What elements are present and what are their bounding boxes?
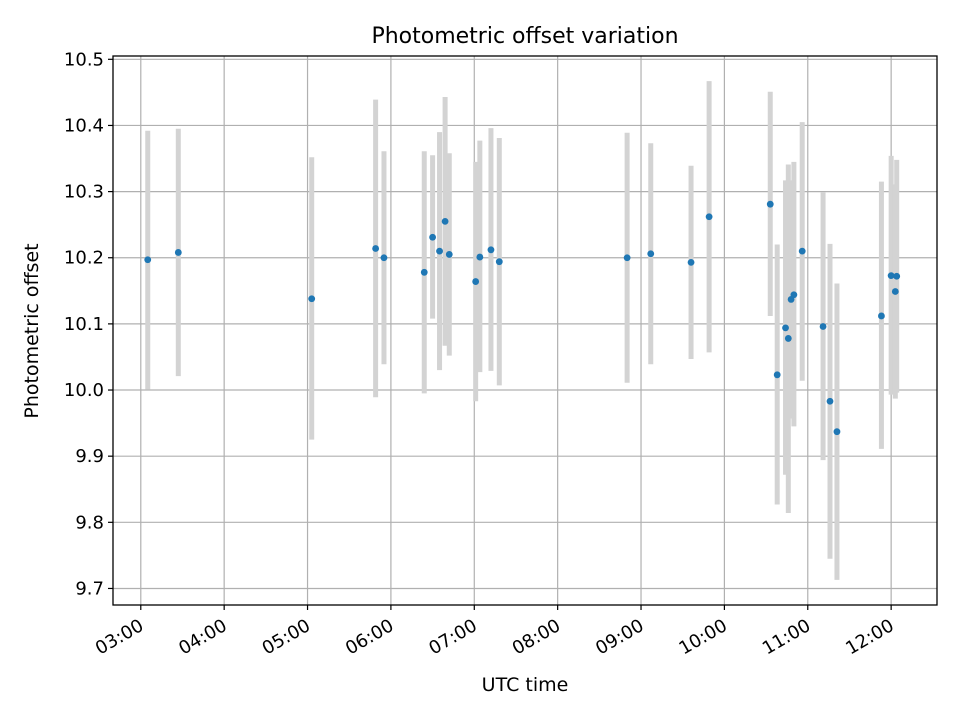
point-layer [144, 200, 901, 436]
data-point [420, 268, 428, 276]
x-axis-label: UTC time [482, 674, 569, 696]
data-point [819, 323, 827, 330]
data-point [476, 253, 484, 261]
data-point [833, 428, 841, 436]
data-point [495, 258, 503, 266]
y-tick-label: 9.8 [75, 512, 104, 533]
y-tick-label: 10.0 [64, 380, 104, 401]
y-tick-label: 10.2 [64, 248, 104, 269]
data-point [790, 291, 798, 299]
y-axis-label: Photometric offset [21, 243, 43, 418]
y-tick-label: 10.5 [64, 49, 104, 70]
data-point [174, 249, 182, 256]
data-point [487, 246, 495, 254]
data-point [887, 272, 895, 279]
y-tick-label: 10.3 [64, 182, 104, 203]
chart-title: Photometric offset variation [371, 24, 678, 49]
data-point [878, 312, 885, 320]
data-point [705, 213, 713, 221]
data-point [782, 324, 789, 332]
data-point [798, 247, 806, 255]
data-point [308, 295, 316, 303]
y-tick-label: 9.7 [75, 578, 104, 599]
plot-frame [112, 55, 938, 606]
data-point [372, 245, 380, 252]
data-point [893, 272, 901, 280]
data-point [445, 251, 453, 258]
data-point [380, 254, 388, 262]
data-point [647, 250, 655, 258]
data-point [687, 258, 695, 266]
data-point [429, 233, 436, 241]
y-tick-label: 9.9 [75, 446, 104, 467]
data-point [766, 200, 774, 208]
data-point [441, 217, 449, 225]
data-point [472, 278, 480, 285]
data-point [144, 256, 152, 264]
data-point [436, 247, 443, 255]
y-tick-label: 10.1 [64, 314, 104, 335]
data-point [826, 397, 834, 405]
data-point [773, 371, 781, 379]
y-tick-label: 10.4 [64, 115, 104, 136]
data-point [784, 335, 792, 342]
data-point [891, 288, 899, 295]
data-point [623, 254, 631, 262]
